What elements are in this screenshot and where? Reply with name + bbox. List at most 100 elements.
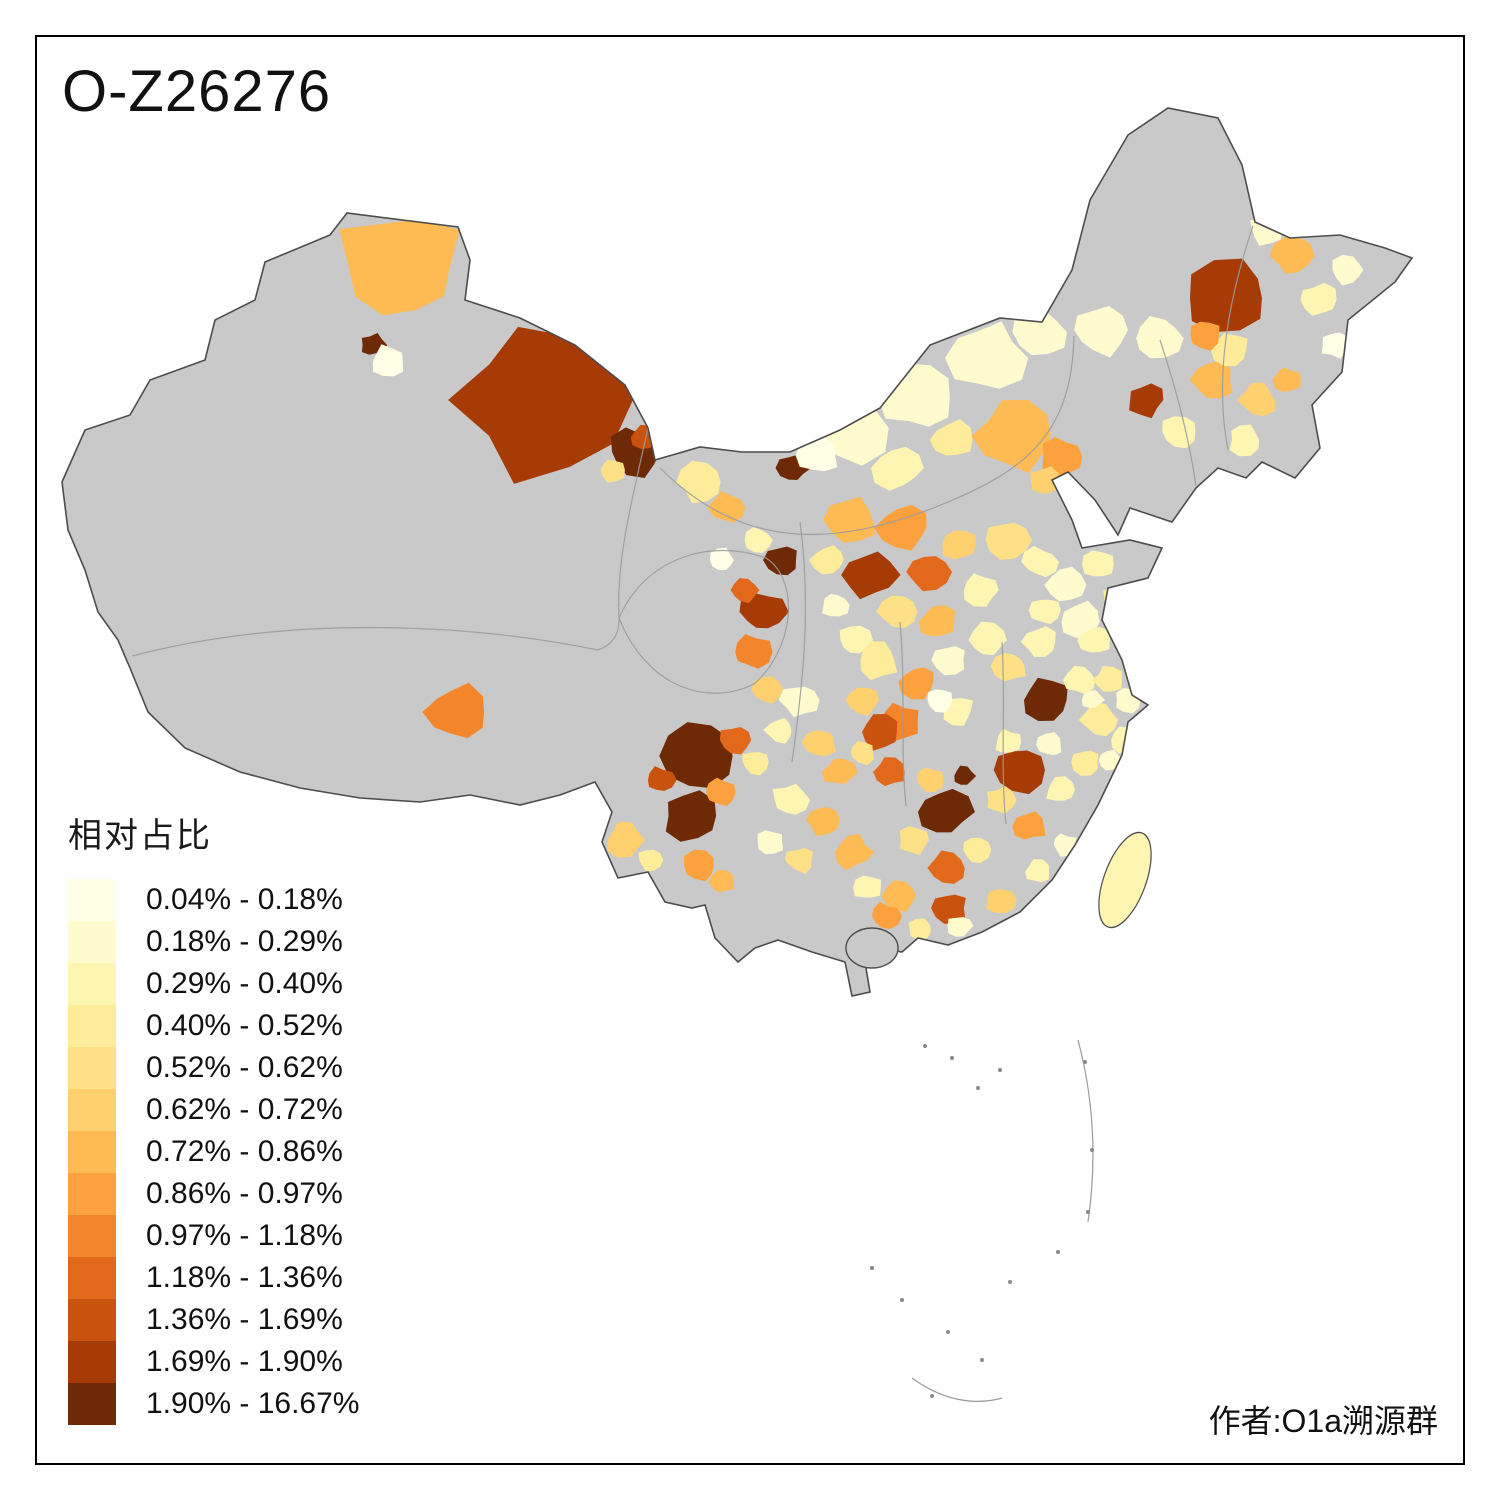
- legend-swatch: [68, 1299, 116, 1341]
- map-region: [772, 783, 811, 815]
- legend-item: 0.52% - 0.62%: [68, 1047, 359, 1089]
- legend-label: 0.40% - 0.52%: [146, 1009, 343, 1042]
- map-region: [873, 757, 905, 787]
- map-region: [947, 917, 974, 937]
- map-region: [1092, 666, 1122, 692]
- map-region: [757, 830, 784, 855]
- map-region: [929, 419, 973, 456]
- map-region: [1272, 367, 1301, 392]
- map-region: [1063, 665, 1096, 695]
- national-border: [61, 107, 1414, 997]
- map-region: [1024, 677, 1068, 721]
- map-region: [917, 788, 975, 833]
- legend-items: 0.04% - 0.18% 0.18% - 0.29% 0.29% - 0.40% 0…: [68, 879, 359, 1425]
- legend-label: 0.18% - 0.29%: [146, 925, 343, 958]
- map-region: [931, 646, 965, 676]
- legend-label: 0.97% - 1.18%: [146, 1219, 343, 1252]
- south-china-sea-islands: [870, 1039, 1094, 1402]
- legend-label: 0.04% - 0.18%: [146, 883, 343, 916]
- legend-swatch: [68, 921, 116, 963]
- map-region: [1078, 702, 1119, 737]
- map-region: [1116, 688, 1141, 714]
- map-region: [763, 717, 792, 744]
- legend-swatch: [68, 1005, 116, 1047]
- map-region: [990, 653, 1026, 682]
- map-region: [1098, 749, 1122, 771]
- map-region: [1042, 437, 1083, 477]
- map-region: [834, 833, 875, 871]
- map-region: [927, 689, 953, 713]
- map-region: [1081, 690, 1105, 708]
- map-region: [1332, 254, 1364, 286]
- legend-item: 0.04% - 0.18%: [68, 879, 359, 921]
- map-region: [986, 889, 1017, 914]
- map-region: [1074, 305, 1128, 358]
- map-region: [850, 741, 874, 766]
- legend-swatch: [68, 1047, 116, 1089]
- legend-label: 1.36% - 1.69%: [146, 1303, 343, 1336]
- map-region: [881, 880, 917, 912]
- map-region: [839, 625, 873, 654]
- map-region: [1012, 811, 1046, 840]
- map-region: [638, 849, 664, 872]
- map-region: [945, 321, 1029, 389]
- legend-item: 1.90% - 16.67%: [68, 1383, 359, 1425]
- legend-item: 0.72% - 0.86%: [68, 1131, 359, 1173]
- legend-item: 0.29% - 0.40%: [68, 963, 359, 1005]
- map-region: [1136, 316, 1184, 359]
- legend-item: 0.62% - 0.72%: [68, 1089, 359, 1131]
- map-region: [862, 714, 898, 751]
- map-region: [1210, 333, 1248, 367]
- map-region: [906, 556, 953, 592]
- legend: 相对占比 0.04% - 0.18% 0.18% - 0.29% 0.29% - 0…: [68, 808, 359, 1425]
- map-region: [1036, 732, 1062, 756]
- legend-swatch: [68, 1383, 116, 1425]
- legend-label: 1.90% - 16.67%: [146, 1387, 360, 1420]
- legend-label: 1.69% - 1.90%: [146, 1345, 343, 1378]
- map-region: [739, 593, 789, 629]
- map-region: [985, 522, 1033, 560]
- map-region: [784, 848, 813, 874]
- map-region: [876, 595, 918, 629]
- map-region: [707, 491, 746, 523]
- legend-title: 相对占比: [68, 817, 212, 855]
- map-region: [801, 730, 836, 757]
- legend-swatch: [68, 1341, 116, 1383]
- legend-item: 0.40% - 0.52%: [68, 1005, 359, 1047]
- map-region: [873, 504, 927, 551]
- map-region: [931, 894, 966, 924]
- map-region: [806, 807, 840, 836]
- taiwan-island: [1098, 831, 1152, 929]
- map-region: [1082, 550, 1114, 577]
- map-region: [1190, 321, 1220, 351]
- map-region: [1229, 424, 1259, 457]
- map-region: [963, 573, 999, 607]
- map-region: [1025, 859, 1049, 883]
- map-region: [1046, 776, 1075, 801]
- map-region: [744, 527, 773, 553]
- map-region: [422, 682, 485, 739]
- map-region: [1044, 566, 1087, 602]
- map-region: [963, 837, 992, 863]
- map-region: [822, 593, 850, 617]
- map-region: [1077, 627, 1110, 653]
- map-region: [942, 530, 976, 560]
- map-region: [647, 766, 677, 791]
- map-region: [877, 363, 950, 427]
- map-region: [918, 605, 956, 637]
- attribution: 作者:O1a溯源群: [1208, 1403, 1438, 1439]
- map-region: [908, 918, 931, 941]
- map-region: [853, 875, 881, 898]
- map-region: [751, 676, 783, 704]
- legend-label: 0.86% - 0.97%: [146, 1177, 343, 1210]
- legend-label: 0.52% - 0.62%: [146, 1051, 343, 1084]
- province-boundaries: [131, 225, 1254, 825]
- map-region: [871, 446, 924, 491]
- map-region: [821, 758, 858, 785]
- legend-label: 0.62% - 0.72%: [146, 1093, 343, 1126]
- legend-swatch: [68, 1215, 116, 1257]
- map-region: [708, 870, 735, 893]
- map-region: [1190, 258, 1262, 332]
- map-region: [600, 459, 625, 483]
- legend-swatch: [68, 963, 116, 1005]
